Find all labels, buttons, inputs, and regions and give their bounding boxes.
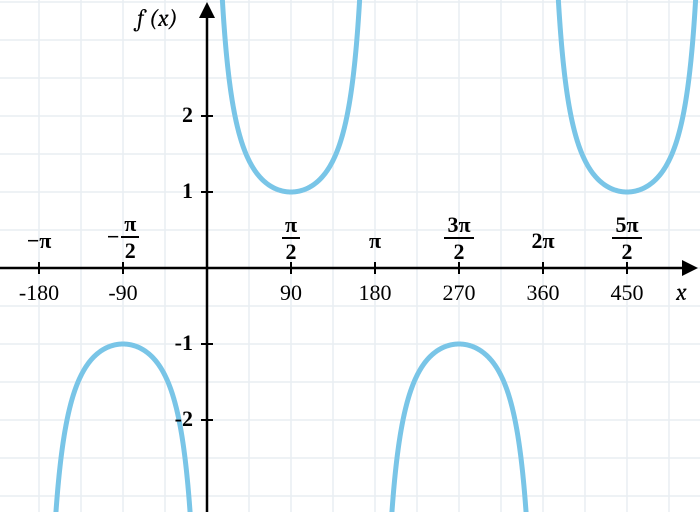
x-tick-deg-label: 180: [345, 280, 405, 306]
csc-chart: -2 -1 1 2 −π -180 −π2 -90 π2 90 π 180 3π2 270 2π 360 5π2…: [0, 0, 700, 512]
y-axis-title: f (x): [137, 4, 178, 32]
x-tick-deg-label: 90: [261, 280, 321, 306]
x-tick-pi-label: π: [345, 228, 405, 254]
x-axis-title: x: [676, 278, 687, 306]
x-tick-deg-label: 450: [597, 280, 657, 306]
y-tick-label: -1: [175, 330, 193, 356]
x-tick-deg-label: 360: [513, 280, 573, 306]
x-tick-deg-label: -180: [9, 280, 69, 306]
x-tick-pi-label: 2π: [513, 228, 573, 254]
x-tick-deg-label: -90: [93, 280, 153, 306]
x-tick-deg-label: 270: [429, 280, 489, 306]
x-tick-pi-label: 5π2: [597, 212, 657, 263]
y-tick-label: -2: [175, 406, 193, 432]
x-tick-pi-label: −π: [9, 228, 69, 254]
y-tick-label: 1: [182, 178, 193, 204]
x-tick-pi-label: −π2: [93, 212, 153, 262]
x-tick-pi-label: 3π2: [429, 212, 489, 263]
y-tick-label: 2: [182, 102, 193, 128]
x-tick-pi-label: π2: [261, 212, 321, 263]
